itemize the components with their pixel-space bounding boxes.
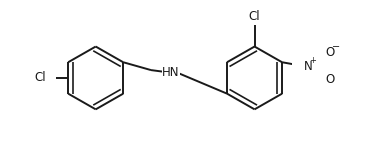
Text: +: + — [310, 56, 316, 65]
Text: −: − — [331, 42, 340, 52]
Text: HN: HN — [162, 66, 180, 79]
Text: N: N — [303, 60, 312, 73]
Text: O: O — [326, 73, 335, 86]
Text: Cl: Cl — [249, 10, 260, 23]
Text: Cl: Cl — [35, 71, 46, 84]
Text: O: O — [326, 46, 335, 59]
